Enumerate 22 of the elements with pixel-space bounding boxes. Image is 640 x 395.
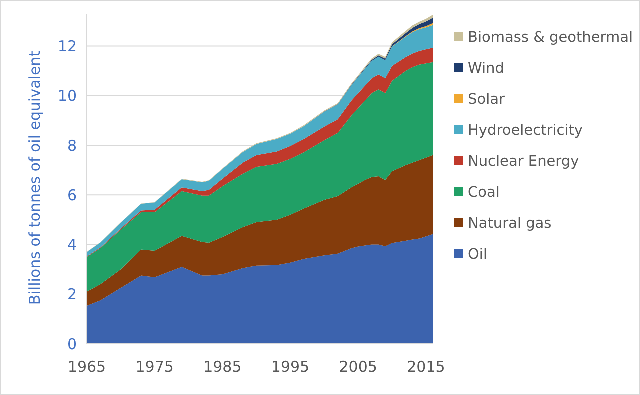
x-tick-label: 1975 <box>136 358 174 376</box>
y-tick-label: 0 <box>67 335 77 354</box>
x-tick-label: 1965 <box>68 358 106 376</box>
legend-label: Solar <box>468 92 505 108</box>
y-tick-label: 10 <box>58 87 77 106</box>
x-tick-label: 1985 <box>204 358 242 376</box>
legend-label: Natural gas <box>468 216 552 232</box>
legend-label: Biomass & geothermal <box>468 30 634 46</box>
legend-label: Hydroelectricity <box>468 123 584 140</box>
y-axis-title: Billions of tonnes of oil equivalent <box>26 50 44 306</box>
y-tick-label: 6 <box>67 186 77 204</box>
y-tick-label: 4 <box>67 236 77 254</box>
x-tick-label: 2005 <box>339 358 378 376</box>
x-tick-label: 2015 <box>407 358 446 376</box>
y-tick-label: 12 <box>58 38 77 56</box>
y-tick-label: 2 <box>67 286 77 304</box>
x-tick-label: 1995 <box>271 358 310 376</box>
legend-label: Oil <box>468 247 488 264</box>
legend-label: Coal <box>468 185 500 202</box>
legend-label: Wind <box>468 61 504 78</box>
y-tick-label: 8 <box>67 136 77 155</box>
legend-label: Nuclear Energy <box>468 154 580 170</box>
